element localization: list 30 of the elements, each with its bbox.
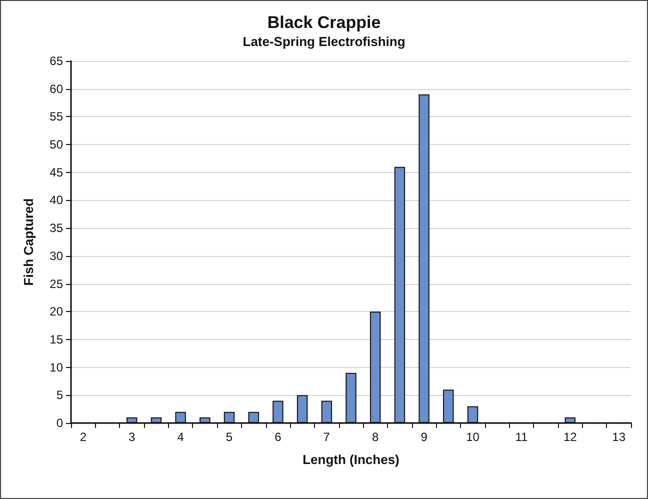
x-axis-title: Length (Inches) <box>302 452 400 467</box>
x-tick-label: 9 <box>420 430 428 444</box>
y-tick-label: 55 <box>50 110 64 124</box>
y-tick-label: 35 <box>50 221 64 236</box>
y-tick-label: 45 <box>50 165 64 180</box>
x-tick-label: 4 <box>177 430 184 444</box>
y-tick-label: 40 <box>50 193 64 208</box>
x-tick-label: 5 <box>226 430 233 444</box>
x-tick-label: 6 <box>274 430 282 444</box>
y-tick-label: 15 <box>50 332 64 346</box>
x-tick-label: 8 <box>372 430 380 444</box>
x-tick-label: 11 <box>515 430 528 444</box>
y-tick-label: 25 <box>50 276 64 291</box>
y-tick-label: 30 <box>50 248 64 263</box>
x-tick-label: 7 <box>323 430 330 444</box>
y-axis-title: Fish Captured <box>21 198 36 286</box>
y-tick-label: 20 <box>50 304 64 319</box>
x-tick-label: 13 <box>612 430 626 444</box>
x-tick-label: 10 <box>466 430 480 444</box>
y-tick-label: 60 <box>50 82 64 96</box>
y-tick-label: 65 <box>50 54 64 68</box>
x-tick-label: 2 <box>80 430 87 444</box>
x-tick-label: 3 <box>128 430 136 444</box>
y-tick-label: 0 <box>56 416 64 430</box>
y-tick-label: 5 <box>56 388 64 402</box>
x-tick-label: 12 <box>563 430 578 444</box>
chart-subtitle: Late-Spring Electrofishing <box>242 34 406 49</box>
chart-title: Black Crappie <box>267 13 381 32</box>
y-tick-label: 10 <box>50 360 64 374</box>
y-tick-label: 50 <box>50 138 64 152</box>
